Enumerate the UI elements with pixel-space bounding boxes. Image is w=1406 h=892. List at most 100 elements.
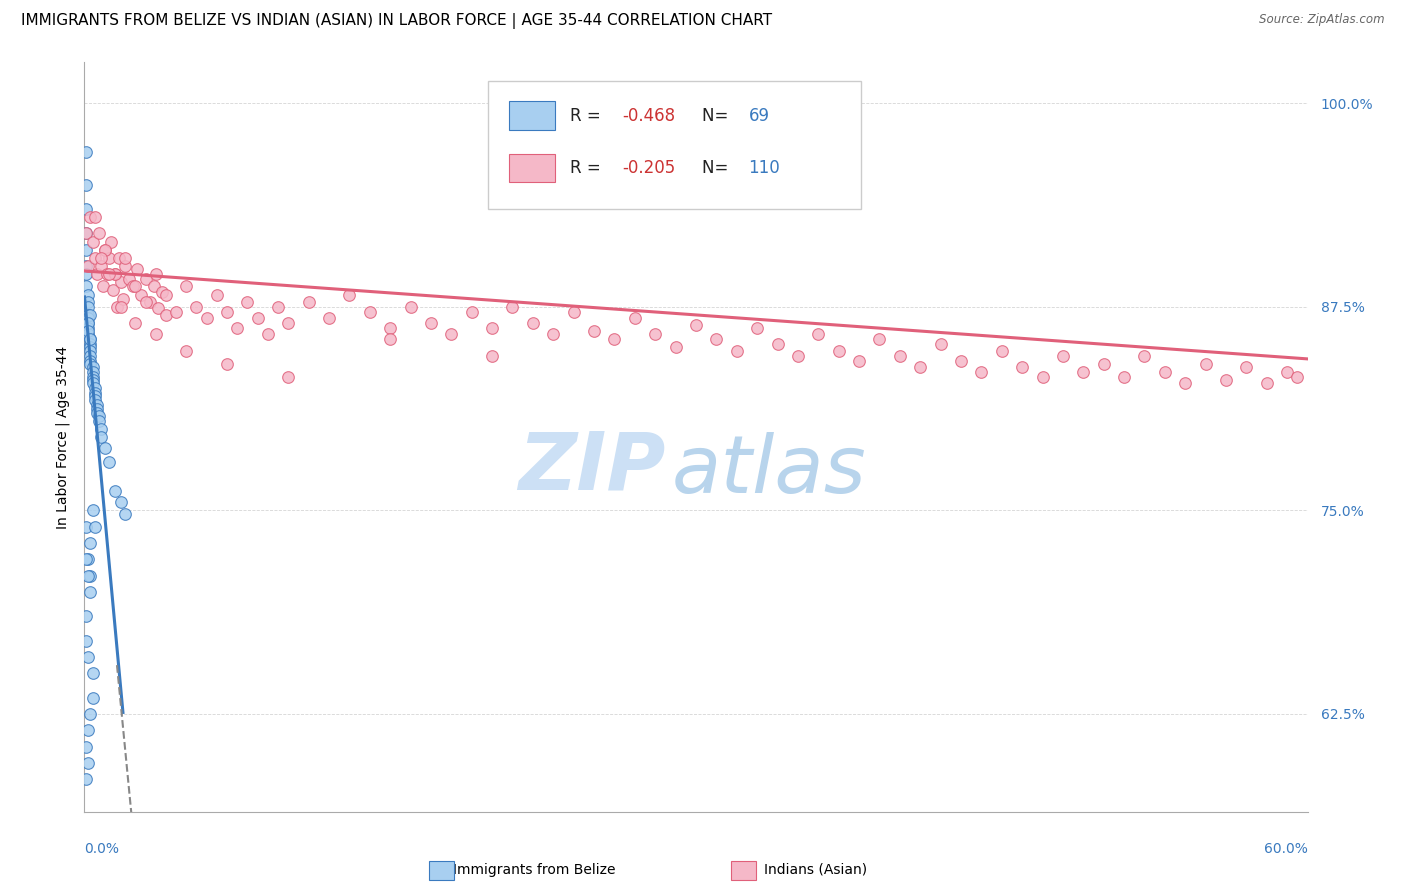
Point [747,321,769,335]
Point [75,227,97,241]
Point [807,327,830,342]
Text: Source: ZipAtlas.com: Source: ZipAtlas.com [1260,13,1385,27]
Point [174,278,197,293]
Point [79,353,101,368]
Point [110,495,132,509]
Point [380,332,402,346]
Point [79,568,101,582]
Point [82,235,104,249]
Point [75,178,97,192]
Point [131,288,153,302]
Text: R =: R = [569,159,606,178]
Point [104,267,127,281]
Point [79,332,101,346]
Point [114,259,136,273]
Point [75,633,97,648]
Point [90,430,112,444]
Point [766,337,789,351]
Point [145,267,167,281]
Point [79,337,101,351]
Point [77,650,100,665]
Point [75,259,97,273]
Point [991,343,1014,358]
Point [502,300,524,314]
Point [217,357,239,371]
Point [79,357,101,371]
Point [75,202,97,216]
Point [97,454,120,468]
Point [543,327,565,342]
Point [122,278,145,293]
Point [93,243,115,257]
Point [82,690,104,705]
Point [124,278,146,293]
FancyBboxPatch shape [509,102,555,130]
Point [205,288,228,302]
Point [146,301,169,316]
Point [93,442,115,456]
Point [97,267,120,281]
Point [83,389,105,403]
Point [583,324,606,338]
Point [75,278,97,293]
Point [101,284,124,298]
Point [105,300,128,314]
Point [246,311,269,326]
Point [75,739,97,754]
Point [1092,357,1115,371]
Point [83,210,105,224]
Point [90,259,112,273]
Point [1073,365,1095,379]
Point [155,308,177,322]
Point [86,267,108,281]
Point [145,327,167,342]
Point [79,308,101,322]
Text: IMMIGRANTS FROM BELIZE VS INDIAN (ASIAN) IN LABOR FORCE | AGE 35-44 CORRELATION : IMMIGRANTS FROM BELIZE VS INDIAN (ASIAN)… [21,13,772,29]
Point [112,292,135,306]
Point [82,503,104,517]
Point [318,311,340,326]
Point [186,300,208,314]
Point [226,321,249,335]
Point [142,278,165,293]
Point [257,327,280,342]
Point [624,311,647,326]
Point [75,227,97,241]
Point [970,365,993,379]
Point [90,422,112,436]
Point [79,584,101,599]
Point [127,262,149,277]
Point [83,381,105,395]
Point [79,343,101,358]
Point [155,288,177,302]
Point [481,349,503,363]
Point [380,321,402,335]
Text: Immigrants from Belize: Immigrants from Belize [453,863,616,877]
Point [82,376,104,391]
FancyBboxPatch shape [488,81,860,209]
Point [440,327,463,342]
Point [77,321,100,335]
Point [950,353,973,368]
Point [562,304,585,318]
Point [79,332,101,346]
Point [82,373,104,387]
Point [1174,376,1197,391]
Point [77,308,100,322]
Point [87,227,110,241]
Point [603,332,626,346]
Point [685,318,707,332]
Point [77,324,100,338]
Point [174,343,197,358]
Point [1277,365,1299,379]
Point [83,519,105,533]
Point [83,251,105,265]
Text: atlas: atlas [672,432,866,510]
Point [77,300,100,314]
Text: 110: 110 [748,159,780,178]
Point [77,294,100,309]
Point [77,756,100,770]
Point [104,483,127,498]
Point [86,406,108,420]
Point [277,369,299,384]
